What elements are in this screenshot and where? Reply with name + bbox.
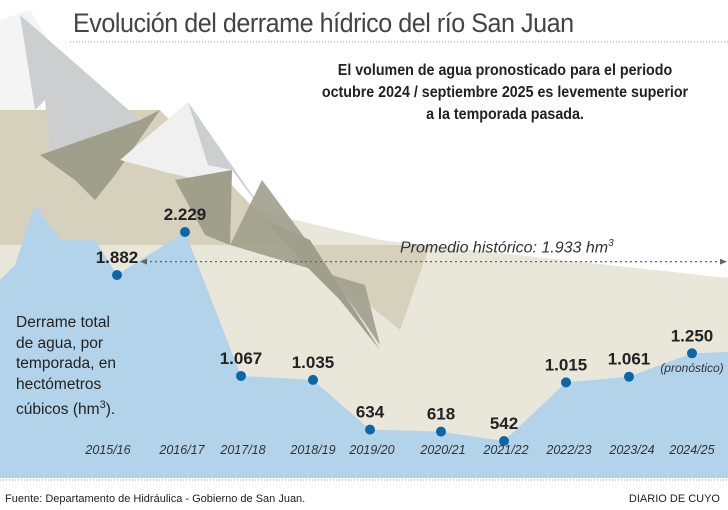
x-tick-label: 2015/16: [84, 443, 130, 457]
data-point: [499, 436, 509, 446]
brand-logo: DIARIO DE CUYO: [628, 493, 720, 505]
data-label: 1.067: [220, 349, 263, 368]
ylabel-line: ).: [105, 401, 116, 419]
ylabel-line: hectómetros: [16, 375, 102, 393]
x-tick-label: 2021/22: [482, 443, 528, 457]
chart-title: Evolución del derrame hídrico del río Sa…: [73, 8, 574, 38]
ylabel-line: cúbicos (hm: [16, 401, 100, 419]
data-point: [236, 370, 246, 381]
x-tick-label: 2024/25: [668, 443, 714, 457]
data-point: [180, 226, 190, 237]
average-label: Promedio histórico: 1.933 hm3: [400, 238, 614, 257]
x-tick-label: 2023/24: [608, 443, 654, 457]
data-point: [561, 377, 571, 388]
data-point: [112, 269, 122, 280]
mountain-left-grey: [20, 15, 140, 155]
source-note: Fuente: Departamento de Hidráulica - Gob…: [5, 493, 306, 505]
x-tick-label: 2022/23: [545, 443, 591, 457]
mountain-peak-snow: [120, 102, 230, 180]
x-tick-label: 2020/21: [419, 443, 465, 457]
chart-subtitle: El volumen de agua pronosticado para el …: [321, 62, 689, 123]
data-point: [624, 371, 634, 382]
data-point: [365, 424, 375, 435]
data-label: 634: [356, 403, 385, 422]
mountain-peak-dark: [175, 170, 232, 245]
data-label: 2.229: [164, 205, 207, 224]
average-arrow-right: [720, 258, 727, 265]
x-tick-label: 2018/19: [289, 443, 335, 457]
mountain-peak-grey: [188, 102, 275, 228]
y-axis-description: Derrame total de agua, por temporada, en…: [16, 313, 116, 421]
ylabel-line: Derrame total: [16, 314, 110, 331]
data-label: 1.015: [545, 355, 588, 374]
forecast-note: (pronóstico): [660, 361, 723, 375]
average-label-text: Promedio histórico: 1.933 hm: [400, 239, 609, 257]
data-label: 1.250: [671, 326, 714, 345]
data-point: [308, 374, 318, 385]
data-label: 618: [427, 405, 455, 424]
data-point: [687, 348, 697, 359]
mountain-left-dark: [40, 110, 160, 200]
ylabel-line: de agua, por: [16, 334, 104, 352]
average-arrow-left: [140, 258, 147, 265]
average-unit-sup: 3: [608, 238, 614, 249]
x-tick-label: 2017/18: [219, 443, 265, 457]
mountain-right-dark2: [230, 180, 380, 345]
data-label: 1.035: [292, 353, 335, 372]
data-label: 542: [490, 414, 518, 433]
data-label: 1.061: [608, 350, 651, 369]
ylabel-line: temporada, en: [16, 355, 116, 372]
x-tick-label: 2016/17: [158, 443, 205, 457]
data-point: [436, 426, 446, 437]
water-area: [0, 205, 728, 478]
x-tick-label: 2019/20: [348, 443, 394, 457]
data-label: 1.882: [96, 248, 139, 267]
ylabel-sup: 3: [99, 399, 106, 411]
